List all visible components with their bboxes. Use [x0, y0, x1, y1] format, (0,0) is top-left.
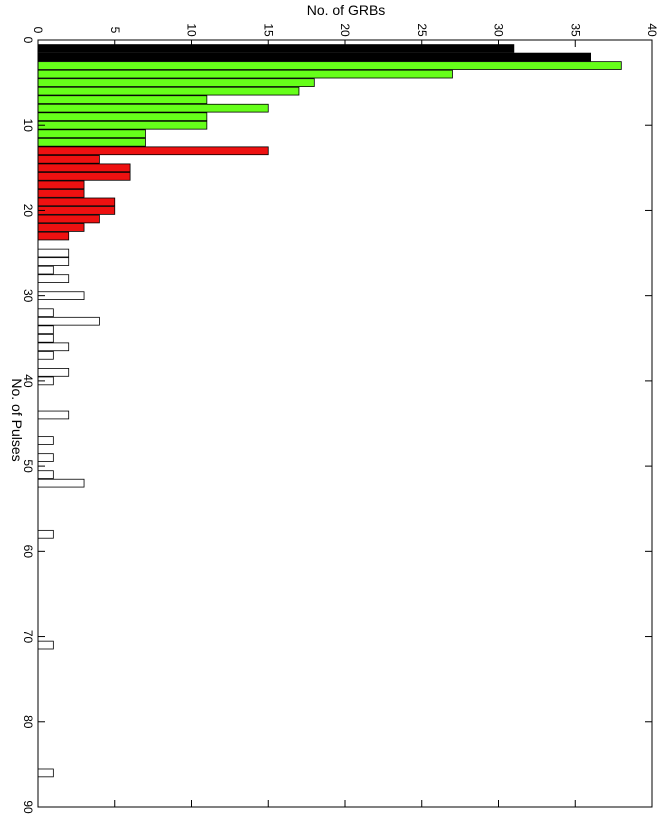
bar-15 [37, 163, 131, 173]
bar-11 [37, 129, 146, 139]
bar-20 [37, 206, 116, 215]
bar-35 [37, 333, 54, 343]
y-tick-label: 90 [21, 800, 35, 814]
bar-33 [37, 316, 100, 326]
y-axis-title: No. of Pulses [9, 378, 25, 461]
bar-4 [37, 69, 453, 79]
x-tick-label: 15 [261, 23, 275, 37]
bar-18 [37, 189, 85, 198]
bar-25 [37, 248, 70, 258]
bar-23 [37, 231, 70, 241]
x-tick-label: 35 [568, 23, 582, 37]
x-tick-label: 10 [185, 23, 199, 37]
bar-34 [37, 325, 54, 335]
y-tick-label: 0 [21, 37, 35, 44]
bar-12 [37, 137, 146, 147]
y-tick-label: 50 [21, 459, 35, 473]
bar-37 [37, 351, 54, 360]
bar-17 [37, 180, 85, 190]
bar-3 [37, 61, 622, 70]
bar-19 [37, 197, 116, 207]
bar-86 [37, 768, 54, 778]
bar-6 [37, 86, 300, 96]
bar-27 [37, 265, 54, 275]
bar-51 [37, 470, 54, 479]
bars-group [37, 44, 622, 778]
x-tick-label: 0 [31, 27, 45, 34]
bar-36 [37, 342, 70, 352]
bar-71 [37, 640, 54, 650]
y-tick-label: 20 [21, 204, 35, 218]
x-tick-label: 20 [338, 23, 352, 37]
bar-28 [37, 274, 70, 283]
y-tick-label: 80 [21, 715, 35, 729]
bar-58 [37, 529, 54, 539]
x-tick-label: 40 [645, 23, 659, 37]
y-tick-label: 70 [21, 630, 35, 644]
y-tick-label: 60 [21, 545, 35, 559]
x-tick-label: 30 [492, 23, 506, 37]
bar-2 [37, 52, 591, 62]
bar-52 [37, 478, 85, 488]
bar-22 [37, 223, 85, 232]
bar-47 [37, 436, 54, 445]
bar-21 [37, 214, 100, 224]
bar-10 [37, 120, 208, 130]
bar-13 [37, 146, 269, 156]
bar-16 [37, 172, 131, 181]
bar-5 [37, 78, 315, 87]
x-tick-label: 25 [415, 23, 429, 37]
bar-39 [37, 368, 70, 377]
y-tick-label: 10 [21, 119, 35, 133]
bar-44 [37, 410, 70, 420]
bar-7 [37, 95, 208, 104]
bar-32 [37, 308, 54, 318]
bar-8 [37, 103, 269, 113]
y-tick-label: 40 [21, 374, 35, 388]
x-axis-title: No. of GRBs [307, 2, 386, 18]
axes-group: 0 5 10 15 20 25 30 35 40 0 10 20 30 40 50 60 70 80 90 [21, 23, 659, 814]
bar-9 [37, 112, 208, 122]
bar-14 [37, 154, 100, 164]
bar-49 [37, 453, 54, 462]
bar-1 [37, 44, 515, 53]
bar-26 [37, 257, 70, 266]
y-tick-label: 30 [21, 289, 35, 303]
x-tick-label: 5 [108, 27, 122, 34]
